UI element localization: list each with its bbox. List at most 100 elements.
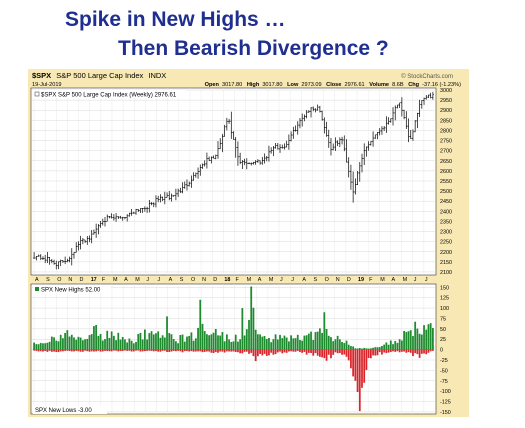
price-tick-label: 2600 bbox=[440, 169, 452, 175]
new-highs-bar bbox=[143, 329, 146, 350]
new-lows-bar bbox=[376, 349, 379, 356]
price-bar bbox=[148, 200, 151, 213]
price-tick-label: 2550 bbox=[440, 179, 452, 185]
new-highs-bar bbox=[405, 332, 408, 350]
new-highs-bar bbox=[39, 342, 42, 350]
index-name: S&P 500 Large Cap Index bbox=[56, 71, 143, 80]
price-bar bbox=[258, 160, 262, 165]
new-highs-bar bbox=[403, 330, 405, 350]
new-highs-bar bbox=[365, 348, 368, 350]
new-lows-bar bbox=[321, 349, 324, 358]
new-highs-bar bbox=[312, 339, 315, 350]
price-bar bbox=[303, 114, 306, 122]
price-grid bbox=[31, 88, 436, 275]
price-tick-label: 2450 bbox=[440, 199, 452, 205]
month-tick-label: N bbox=[336, 277, 340, 283]
new-lows-bar bbox=[170, 349, 173, 352]
new-lows-bar bbox=[299, 349, 301, 352]
ohlc-readout: Open 3017.80 High 3017.80 Low 2973.09 Cl… bbox=[205, 82, 461, 88]
open-value: 3017.80 bbox=[222, 82, 242, 88]
new-lows-bar bbox=[234, 349, 237, 352]
new-highs-lows-tick-label: 75 bbox=[440, 316, 446, 322]
new-highs-bar bbox=[299, 339, 301, 350]
new-lows-bar bbox=[132, 349, 135, 352]
new-highs-bar bbox=[181, 334, 184, 350]
new-highs-bar bbox=[314, 332, 317, 350]
new-highs-bar bbox=[412, 336, 414, 350]
new-highs-bar bbox=[369, 348, 372, 350]
price-tick-label: 2300 bbox=[440, 230, 452, 236]
new-highs-bar bbox=[108, 337, 111, 350]
price-bar bbox=[422, 97, 426, 105]
new-highs-bar bbox=[330, 337, 332, 350]
new-highs-bar bbox=[336, 335, 339, 350]
new-highs-bar bbox=[95, 324, 98, 350]
new-lows-bar bbox=[66, 349, 69, 351]
new-highs-bar bbox=[228, 339, 230, 350]
new-lows-bar bbox=[261, 349, 264, 356]
new-highs-bar bbox=[327, 335, 330, 350]
price-bar bbox=[35, 255, 38, 261]
new-lows-bar bbox=[330, 349, 332, 359]
new-highs-bar bbox=[245, 329, 248, 350]
new-highs-bar bbox=[341, 341, 343, 350]
new-lows-bar bbox=[161, 349, 164, 351]
new-lows-bar bbox=[166, 349, 168, 352]
price-bar bbox=[212, 155, 215, 159]
new-lows-bar bbox=[276, 349, 279, 353]
month-tick-label: J bbox=[146, 277, 149, 283]
new-highs-bar bbox=[203, 331, 206, 350]
new-lows-bar bbox=[369, 349, 372, 359]
new-lows-bar bbox=[95, 349, 98, 352]
new-highs-bar bbox=[208, 335, 211, 350]
price-bar bbox=[66, 258, 69, 263]
new-highs-bar bbox=[354, 348, 357, 350]
new-highs-lows-tick-label: -50 bbox=[440, 368, 448, 374]
price-bar bbox=[380, 126, 384, 135]
new-lows-bar bbox=[372, 349, 374, 356]
price-bar bbox=[205, 152, 209, 169]
price-bar bbox=[79, 235, 82, 250]
new-highs-bar bbox=[343, 343, 346, 350]
new-lows-bar bbox=[427, 349, 430, 353]
new-lows-bar bbox=[338, 349, 341, 353]
new-highs-legend-bg bbox=[33, 285, 111, 293]
price-bar bbox=[92, 229, 96, 235]
new-lows-bar bbox=[199, 349, 202, 352]
price-bar bbox=[68, 256, 71, 263]
new-highs-bar bbox=[381, 345, 383, 350]
new-lows-bar bbox=[374, 349, 377, 356]
new-lows-bar bbox=[175, 349, 177, 352]
new-lows-bar bbox=[423, 349, 425, 354]
new-lows-bar bbox=[414, 349, 417, 354]
price-bar bbox=[114, 213, 118, 222]
price-bar bbox=[267, 145, 271, 162]
new-highs-bar bbox=[374, 347, 377, 350]
new-lows-bar bbox=[155, 349, 157, 352]
price-bar bbox=[407, 118, 410, 143]
month-tick-label: A bbox=[258, 277, 262, 283]
new-lows-legend: SPX New Lows -3.00 bbox=[35, 408, 92, 414]
new-highs-bar bbox=[305, 335, 308, 350]
price-bar bbox=[414, 120, 417, 133]
new-lows-bar bbox=[232, 349, 235, 352]
price-bar bbox=[64, 256, 67, 265]
price-legend: $SPX S&P 500 Large Cap Index (Weekly) 29… bbox=[41, 93, 177, 99]
price-bar bbox=[323, 117, 326, 134]
price-bar bbox=[338, 137, 341, 148]
new-lows-bar bbox=[35, 349, 38, 351]
price-bar bbox=[123, 216, 127, 220]
new-highs-bar bbox=[97, 335, 100, 350]
price-bar bbox=[274, 143, 277, 149]
price-bar bbox=[312, 106, 315, 112]
price-bar bbox=[208, 156, 211, 161]
price-bar bbox=[41, 256, 45, 261]
price-bar bbox=[245, 158, 248, 170]
price-tick-label: 2850 bbox=[440, 118, 452, 124]
new-highs-bar bbox=[432, 328, 434, 350]
new-highs-bar bbox=[316, 331, 319, 350]
new-lows-bar bbox=[177, 349, 179, 351]
price-bar bbox=[221, 133, 224, 153]
new-lows-bar bbox=[148, 349, 151, 351]
price-bar bbox=[272, 145, 275, 157]
